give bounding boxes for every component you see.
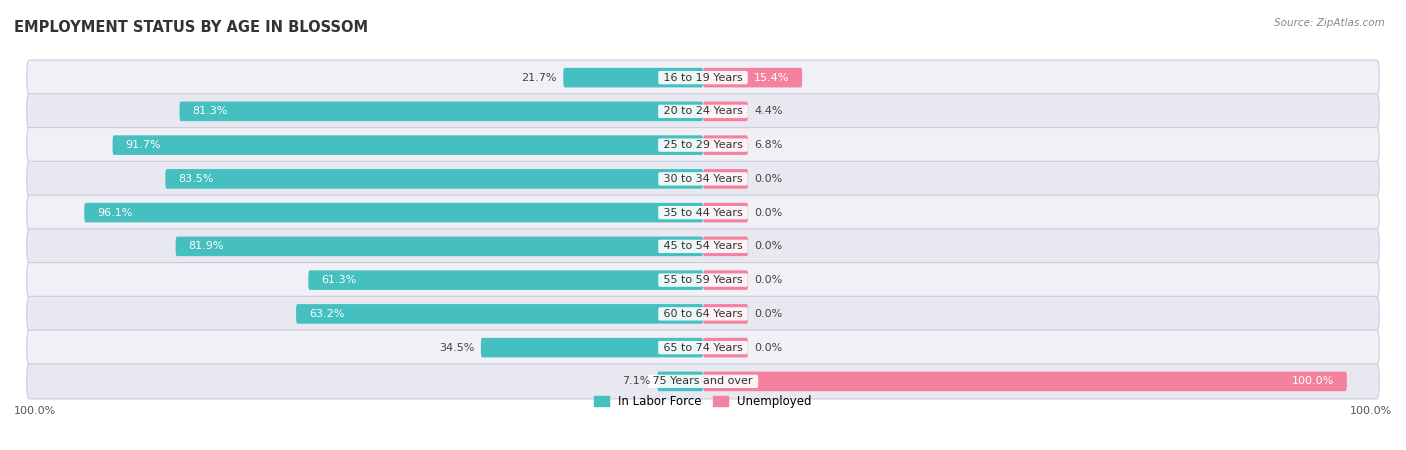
Text: 100.0%: 100.0% [14,406,56,416]
Text: 0.0%: 0.0% [755,275,783,285]
Text: 21.7%: 21.7% [522,72,557,83]
FancyBboxPatch shape [481,338,703,357]
FancyBboxPatch shape [112,135,703,155]
Text: 83.5%: 83.5% [179,174,214,184]
FancyBboxPatch shape [27,60,1379,95]
FancyBboxPatch shape [703,169,748,189]
FancyBboxPatch shape [84,203,703,222]
Text: 91.7%: 91.7% [125,140,160,150]
FancyBboxPatch shape [564,68,703,87]
FancyBboxPatch shape [27,161,1379,196]
FancyBboxPatch shape [27,364,1379,399]
Text: 30 to 34 Years: 30 to 34 Years [659,174,747,184]
Text: 60 to 64 Years: 60 to 64 Years [659,309,747,319]
FancyBboxPatch shape [703,304,748,324]
FancyBboxPatch shape [703,372,1347,391]
Text: 16 to 19 Years: 16 to 19 Years [659,72,747,83]
FancyBboxPatch shape [657,372,703,391]
Text: 100.0%: 100.0% [1292,376,1334,387]
Text: 20 to 24 Years: 20 to 24 Years [659,106,747,117]
Text: 100.0%: 100.0% [1350,406,1392,416]
FancyBboxPatch shape [297,304,703,324]
Text: 0.0%: 0.0% [755,241,783,252]
Text: 55 to 59 Years: 55 to 59 Years [659,275,747,285]
FancyBboxPatch shape [180,102,703,121]
FancyBboxPatch shape [308,270,703,290]
FancyBboxPatch shape [27,330,1379,365]
Text: 81.9%: 81.9% [188,241,224,252]
Text: Source: ZipAtlas.com: Source: ZipAtlas.com [1274,18,1385,28]
Text: 63.2%: 63.2% [309,309,344,319]
FancyBboxPatch shape [703,270,748,290]
FancyBboxPatch shape [27,195,1379,230]
Text: 81.3%: 81.3% [193,106,228,117]
FancyBboxPatch shape [703,338,748,357]
Text: 0.0%: 0.0% [755,309,783,319]
Legend: In Labor Force, Unemployed: In Labor Force, Unemployed [589,391,817,413]
FancyBboxPatch shape [27,94,1379,129]
Text: 61.3%: 61.3% [321,275,357,285]
Text: 96.1%: 96.1% [97,207,132,218]
FancyBboxPatch shape [27,127,1379,162]
Text: 4.4%: 4.4% [755,106,783,117]
FancyBboxPatch shape [703,237,748,256]
FancyBboxPatch shape [176,237,703,256]
Text: 45 to 54 Years: 45 to 54 Years [659,241,747,252]
Text: 34.5%: 34.5% [439,342,474,353]
FancyBboxPatch shape [27,296,1379,331]
FancyBboxPatch shape [166,169,703,189]
Text: 15.4%: 15.4% [754,72,789,83]
FancyBboxPatch shape [27,262,1379,298]
Text: 0.0%: 0.0% [755,207,783,218]
FancyBboxPatch shape [27,229,1379,264]
FancyBboxPatch shape [703,68,803,87]
Text: 0.0%: 0.0% [755,174,783,184]
FancyBboxPatch shape [703,102,748,121]
FancyBboxPatch shape [703,135,748,155]
Text: 6.8%: 6.8% [755,140,783,150]
Text: 7.1%: 7.1% [623,376,651,387]
Text: 65 to 74 Years: 65 to 74 Years [659,342,747,353]
Text: 35 to 44 Years: 35 to 44 Years [659,207,747,218]
FancyBboxPatch shape [703,203,748,222]
Text: 75 Years and over: 75 Years and over [650,376,756,387]
Text: 0.0%: 0.0% [755,342,783,353]
Text: EMPLOYMENT STATUS BY AGE IN BLOSSOM: EMPLOYMENT STATUS BY AGE IN BLOSSOM [14,20,368,36]
Text: 25 to 29 Years: 25 to 29 Years [659,140,747,150]
